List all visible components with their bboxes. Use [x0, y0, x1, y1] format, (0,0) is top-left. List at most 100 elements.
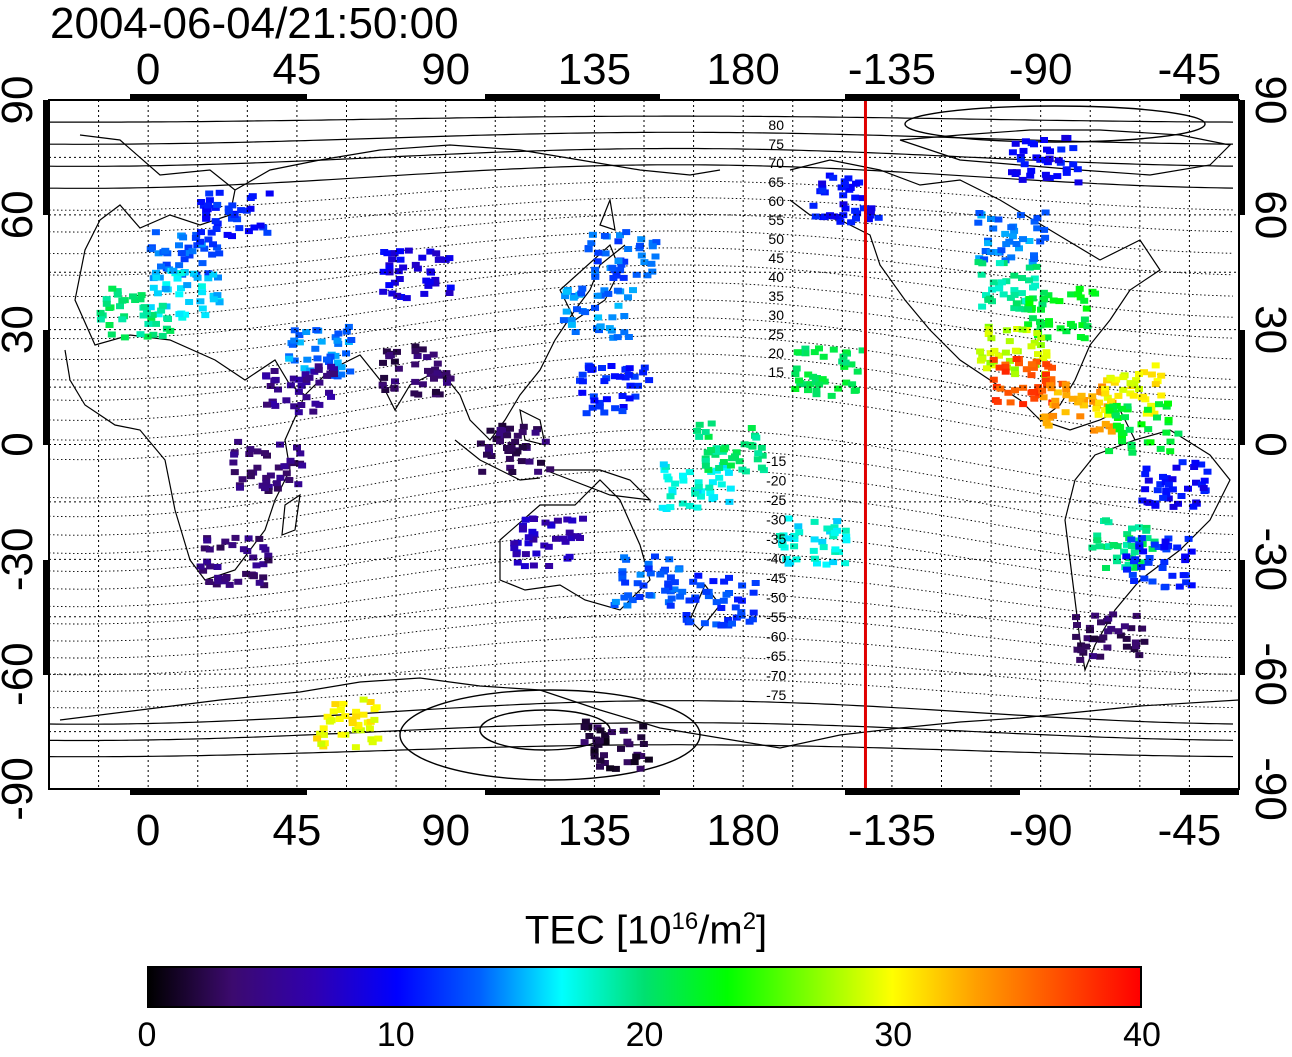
- tec-cell: [626, 382, 635, 389]
- tec-cell: [644, 756, 653, 763]
- tec-cell: [230, 451, 239, 458]
- tec-cell: [295, 332, 304, 339]
- contour-label: -45: [766, 570, 786, 586]
- tec-cell: [521, 551, 530, 558]
- tec-cell: [858, 347, 867, 354]
- tec-cell: [152, 269, 160, 276]
- tec-cell: [337, 364, 346, 371]
- tec-cell: [374, 735, 383, 742]
- tec-cell: [390, 385, 399, 392]
- tec-cell: [276, 474, 285, 481]
- contour-line: [49, 180, 1234, 211]
- tec-cell: [445, 290, 454, 296]
- lon-tick-top: 45: [272, 45, 321, 94]
- tec-cell: [639, 369, 648, 376]
- tec-cell: [1019, 236, 1027, 243]
- tec-cell: [1027, 343, 1036, 350]
- contour-label: -60: [766, 629, 786, 645]
- tec-cell: [630, 759, 639, 766]
- tec-cell: [1145, 555, 1154, 561]
- tec-cell: [1001, 349, 1010, 356]
- tec-cell: [847, 361, 856, 368]
- tec-cell: [651, 253, 660, 260]
- tec-cell: [619, 727, 628, 734]
- tec-cell: [215, 250, 224, 257]
- contour-line: [49, 529, 1234, 590]
- tec-cell: [263, 229, 272, 236]
- tec-cell: [678, 588, 687, 595]
- tec-cell: [1093, 532, 1102, 539]
- tec-cell: [529, 536, 538, 543]
- tec-cell: [1047, 385, 1056, 392]
- tec-cell: [1131, 639, 1140, 646]
- tec-cell: [1114, 392, 1123, 399]
- tec-cell: [316, 730, 325, 737]
- tec-cell: [1018, 326, 1027, 333]
- tec-cell: [1104, 543, 1113, 550]
- tec-cell: [605, 325, 614, 332]
- tec-cell: [685, 597, 694, 604]
- tec-cell: [1036, 318, 1044, 325]
- tec-cell: [1011, 347, 1020, 354]
- tec-cell: [1123, 566, 1131, 573]
- tec-cell: [280, 463, 289, 470]
- tec-cell: [1102, 517, 1110, 524]
- lat-tick-right: 60: [1246, 190, 1292, 239]
- tec-cell: [1031, 282, 1040, 289]
- tec-cell: [704, 466, 713, 473]
- tec-cell: [1011, 387, 1019, 394]
- tec-cell: [795, 377, 803, 384]
- colorbar-title: TEC [1016/m2]: [524, 908, 768, 953]
- tec-cell: [411, 343, 420, 350]
- tec-cell: [510, 540, 519, 547]
- tec-cell: [616, 232, 624, 239]
- contour-label: 35: [768, 288, 784, 304]
- tec-cell: [1091, 612, 1100, 619]
- tec-cell: [587, 240, 596, 247]
- tec-cell: [717, 605, 726, 611]
- tec-cell: [1200, 477, 1209, 484]
- tec-cell: [418, 381, 427, 388]
- tec-cell: [528, 528, 537, 535]
- tec-cell: [1146, 439, 1155, 446]
- tec-cell: [685, 469, 694, 476]
- tec-cell: [589, 393, 598, 400]
- tec-cell: [842, 533, 851, 540]
- tec-cell: [426, 268, 435, 275]
- tec-cell: [311, 400, 320, 407]
- tec-cell: [1130, 558, 1138, 565]
- lat-tick-left: 60: [0, 190, 42, 239]
- tec-cell: [580, 724, 589, 730]
- tec-cell: [620, 554, 629, 561]
- tec-cell: [846, 185, 855, 191]
- tec-cell: [152, 274, 161, 281]
- tec-cell: [1112, 554, 1121, 561]
- tec-cell: [625, 365, 634, 372]
- tec-cell: [600, 378, 609, 385]
- frame-bar-right: [1239, 330, 1245, 445]
- tec-cell: [1062, 386, 1071, 393]
- tec-cell: [341, 713, 350, 720]
- tec-cell: [1011, 140, 1020, 147]
- tec-cell: [180, 256, 189, 263]
- tec-cell: [1189, 503, 1198, 510]
- frame-bar-top: [1180, 94, 1239, 100]
- tec-cell: [1037, 334, 1046, 341]
- tec-cell: [1102, 565, 1110, 571]
- tec-cell: [1128, 525, 1136, 532]
- contour-line: [49, 353, 1234, 421]
- tec-cell: [839, 201, 848, 208]
- tec-cell: [1073, 166, 1082, 173]
- tec-cell: [1192, 499, 1201, 506]
- tec-cell: [784, 515, 793, 522]
- tec-cell: [842, 379, 851, 386]
- tec-cell: [1148, 578, 1157, 585]
- tec-cell: [411, 261, 420, 268]
- tec-cell: [1069, 145, 1078, 152]
- tec-cell: [344, 323, 353, 330]
- tec-cell: [670, 579, 679, 586]
- tec-cell: [1018, 275, 1026, 281]
- tec-cell: [173, 275, 182, 282]
- contour-line: [49, 335, 1234, 401]
- tec-cell: [432, 388, 440, 395]
